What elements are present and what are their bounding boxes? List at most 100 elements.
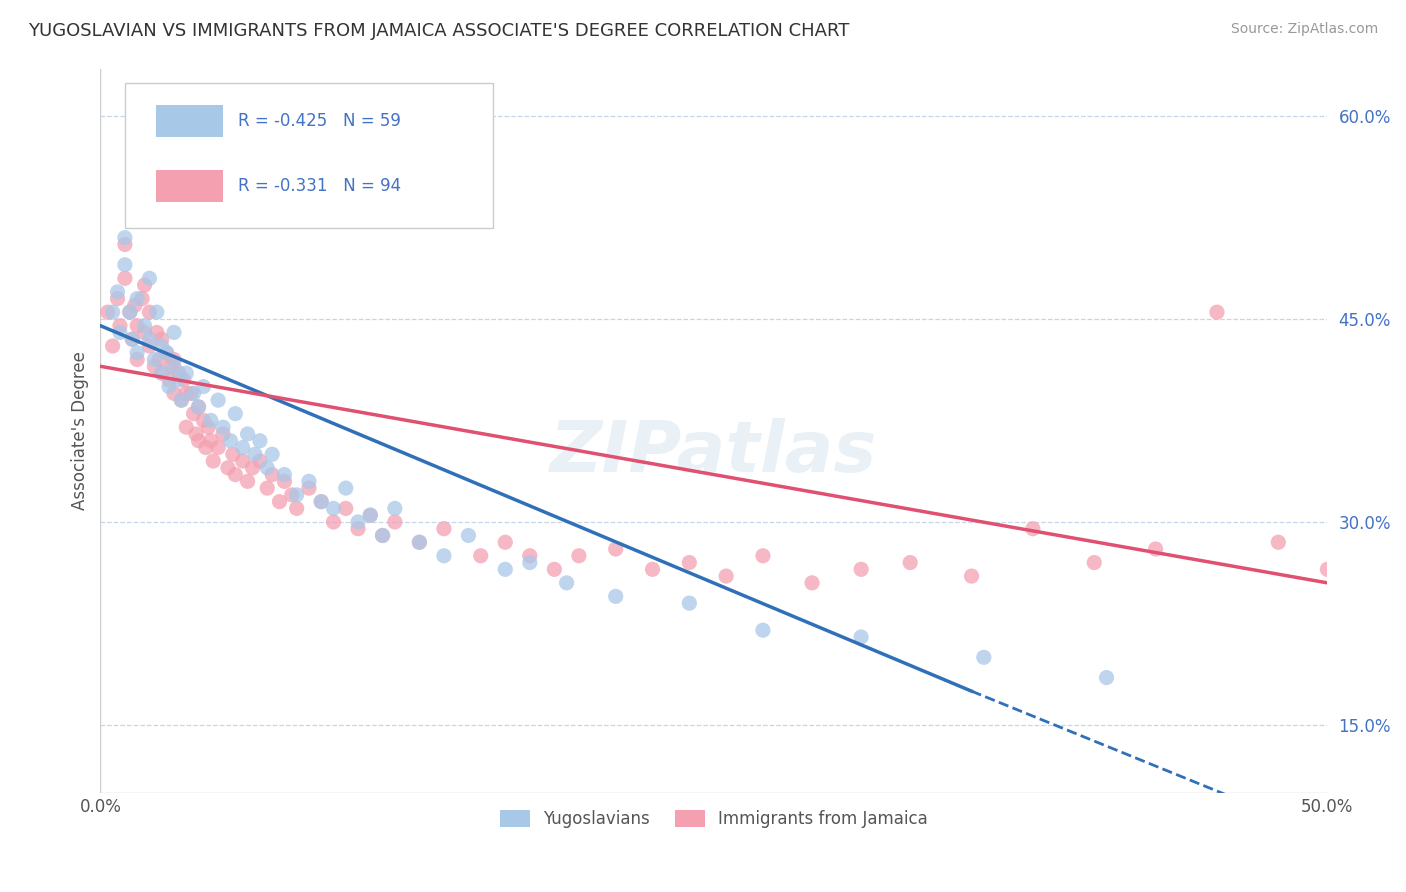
Point — [752, 624, 775, 638]
Point — [170, 393, 193, 408]
Point — [1083, 556, 1105, 570]
Point — [138, 332, 160, 346]
Point — [97, 305, 120, 319]
Point — [543, 562, 565, 576]
Point — [131, 292, 153, 306]
Point — [138, 271, 160, 285]
Point — [605, 541, 627, 556]
Point — [187, 400, 209, 414]
Point — [170, 393, 193, 408]
Point — [678, 596, 700, 610]
Point — [146, 326, 169, 340]
Point — [212, 427, 235, 442]
Point — [114, 258, 136, 272]
Point — [163, 359, 186, 374]
Point — [127, 352, 149, 367]
Point — [555, 575, 578, 590]
Point — [298, 481, 321, 495]
Point — [433, 522, 456, 536]
Text: R = -0.425   N = 59: R = -0.425 N = 59 — [238, 112, 401, 129]
Point — [124, 298, 146, 312]
Point — [849, 562, 872, 576]
Point — [207, 393, 229, 408]
Point — [101, 305, 124, 319]
Point — [249, 434, 271, 448]
Point — [187, 400, 209, 414]
Point — [1365, 556, 1388, 570]
Point — [457, 528, 479, 542]
Point — [217, 460, 239, 475]
Point — [256, 460, 278, 475]
FancyBboxPatch shape — [125, 83, 494, 227]
Point — [114, 230, 136, 244]
Bar — [156, 104, 224, 137]
Point — [207, 441, 229, 455]
Point — [150, 332, 173, 346]
Point — [156, 345, 179, 359]
Point — [101, 339, 124, 353]
Point — [752, 549, 775, 563]
Point — [408, 535, 430, 549]
Point — [219, 434, 242, 448]
Point — [138, 305, 160, 319]
Point — [157, 379, 180, 393]
Point — [200, 413, 222, 427]
Point — [256, 481, 278, 495]
Point — [134, 326, 156, 340]
Point — [224, 407, 246, 421]
Point — [107, 292, 129, 306]
Point — [222, 447, 245, 461]
Point — [174, 366, 197, 380]
Point — [678, 556, 700, 570]
Point — [494, 535, 516, 549]
Point — [174, 386, 197, 401]
Point — [107, 285, 129, 299]
Point — [322, 515, 344, 529]
Point — [347, 515, 370, 529]
Point — [273, 475, 295, 489]
Point — [232, 454, 254, 468]
Point — [143, 352, 166, 367]
Point — [1206, 305, 1229, 319]
Point — [335, 481, 357, 495]
Point — [605, 590, 627, 604]
Point — [973, 650, 995, 665]
Point — [150, 366, 173, 380]
Point — [285, 501, 308, 516]
Point — [298, 475, 321, 489]
Point — [494, 562, 516, 576]
Text: Source: ZipAtlas.com: Source: ZipAtlas.com — [1230, 22, 1378, 37]
Point — [236, 427, 259, 442]
Point — [322, 501, 344, 516]
Text: R = -0.331   N = 94: R = -0.331 N = 94 — [238, 177, 401, 194]
Point — [285, 488, 308, 502]
Point — [359, 508, 381, 523]
Point — [1389, 569, 1406, 583]
Point — [309, 494, 332, 508]
Point — [359, 508, 381, 523]
Point — [127, 345, 149, 359]
Y-axis label: Associate's Degree: Associate's Degree — [72, 351, 89, 510]
Point — [148, 352, 170, 367]
Point — [273, 467, 295, 482]
Point — [212, 420, 235, 434]
Point — [143, 359, 166, 374]
Point — [134, 278, 156, 293]
Point — [114, 271, 136, 285]
Point — [1316, 562, 1339, 576]
Point — [167, 366, 190, 380]
Point — [146, 305, 169, 319]
Point — [118, 305, 141, 319]
Point — [167, 373, 190, 387]
Point — [519, 549, 541, 563]
Point — [127, 318, 149, 333]
Point — [262, 447, 284, 461]
Point — [187, 434, 209, 448]
Point — [160, 359, 183, 374]
Point — [108, 318, 131, 333]
Point — [1095, 671, 1118, 685]
Point — [180, 386, 202, 401]
Point — [568, 549, 591, 563]
Point — [150, 366, 173, 380]
Point — [224, 467, 246, 482]
